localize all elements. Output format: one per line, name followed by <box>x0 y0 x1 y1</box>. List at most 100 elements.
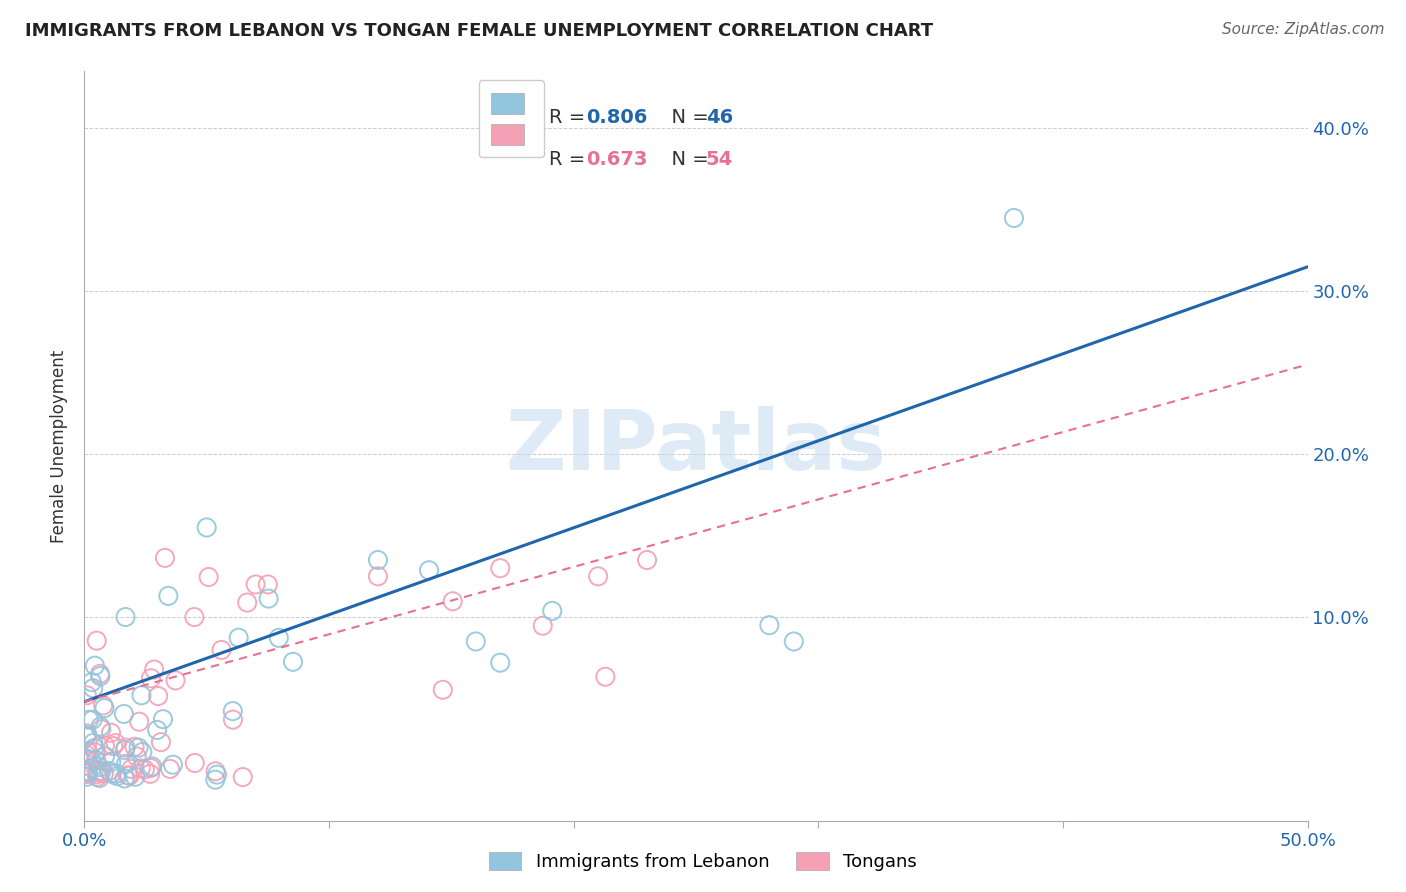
Point <box>139 761 162 775</box>
Point <box>183 610 205 624</box>
Text: 0.806: 0.806 <box>586 108 647 128</box>
Point <box>783 634 806 648</box>
Point <box>222 713 245 727</box>
Point <box>134 763 156 777</box>
Point <box>125 749 148 764</box>
Point <box>367 553 389 567</box>
Point <box>105 766 128 780</box>
Point <box>464 634 486 648</box>
Point <box>541 604 564 618</box>
Point <box>76 726 98 740</box>
Point <box>84 754 107 768</box>
Point <box>89 720 111 734</box>
Point <box>76 748 98 763</box>
Point <box>245 577 267 591</box>
Text: 46: 46 <box>706 108 733 128</box>
Point <box>157 589 180 603</box>
Point <box>94 749 117 764</box>
Point <box>128 740 150 755</box>
Point <box>89 669 111 683</box>
Point <box>257 591 280 606</box>
Point <box>367 569 389 583</box>
Point <box>184 756 207 770</box>
Point <box>165 673 187 688</box>
Point <box>80 753 103 767</box>
Point <box>281 655 304 669</box>
Point <box>87 765 110 780</box>
Point <box>267 631 290 645</box>
Point <box>76 729 98 743</box>
Point <box>83 658 105 673</box>
Point <box>114 743 136 757</box>
Point <box>159 762 181 776</box>
Point <box>441 594 464 608</box>
Point <box>89 666 111 681</box>
Text: IMMIGRANTS FROM LEBANON VS TONGAN FEMALE UNEMPLOYMENT CORRELATION CHART: IMMIGRANTS FROM LEBANON VS TONGAN FEMALE… <box>25 22 934 40</box>
Point <box>93 701 115 715</box>
Point <box>489 656 512 670</box>
Point <box>143 663 166 677</box>
Point <box>80 761 103 775</box>
Point <box>139 767 162 781</box>
Point <box>100 725 122 739</box>
Point <box>211 643 233 657</box>
Point <box>77 713 100 727</box>
Point <box>120 762 142 776</box>
Point <box>128 714 150 729</box>
Text: 0.673: 0.673 <box>586 150 647 169</box>
Point <box>76 755 98 769</box>
Point <box>146 689 169 703</box>
Point <box>131 745 153 759</box>
Point <box>636 553 658 567</box>
Point <box>139 671 162 685</box>
Point <box>112 706 135 721</box>
Point <box>83 741 105 756</box>
Point <box>114 610 136 624</box>
Point <box>76 764 98 778</box>
Point <box>146 723 169 737</box>
Text: 54: 54 <box>706 150 733 169</box>
Point <box>82 713 104 727</box>
Point <box>91 698 114 713</box>
Point <box>257 577 280 591</box>
Point <box>76 764 98 779</box>
Point <box>222 704 245 718</box>
Point <box>236 596 259 610</box>
Point <box>76 766 98 780</box>
Point <box>89 760 111 774</box>
Point <box>152 712 174 726</box>
Point <box>76 752 98 766</box>
Point <box>228 631 250 645</box>
Point <box>90 764 112 778</box>
Point <box>595 670 617 684</box>
Point <box>100 755 122 769</box>
Point <box>418 563 440 577</box>
Point <box>82 736 104 750</box>
Point <box>195 520 218 534</box>
Point <box>162 757 184 772</box>
Point <box>129 761 152 775</box>
Point <box>100 766 122 780</box>
Point <box>197 570 219 584</box>
Point <box>86 767 108 781</box>
Point <box>232 770 254 784</box>
Legend: , : , <box>478 80 544 157</box>
Point <box>204 772 226 787</box>
Point <box>94 739 117 753</box>
Point <box>93 766 115 780</box>
Point <box>89 771 111 785</box>
Text: R =: R = <box>550 108 592 128</box>
Legend: Immigrants from Lebanon, Tongans: Immigrants from Lebanon, Tongans <box>482 845 924 879</box>
Point <box>76 767 98 781</box>
Point <box>758 618 780 632</box>
Point <box>104 736 127 750</box>
Point <box>76 688 98 702</box>
Point <box>124 770 146 784</box>
Point <box>586 569 609 583</box>
Point <box>531 618 554 632</box>
Point <box>76 745 98 759</box>
Text: ZIPatlas: ZIPatlas <box>506 406 886 486</box>
Point <box>149 735 172 749</box>
Y-axis label: Female Unemployment: Female Unemployment <box>51 350 69 542</box>
Point <box>432 682 454 697</box>
